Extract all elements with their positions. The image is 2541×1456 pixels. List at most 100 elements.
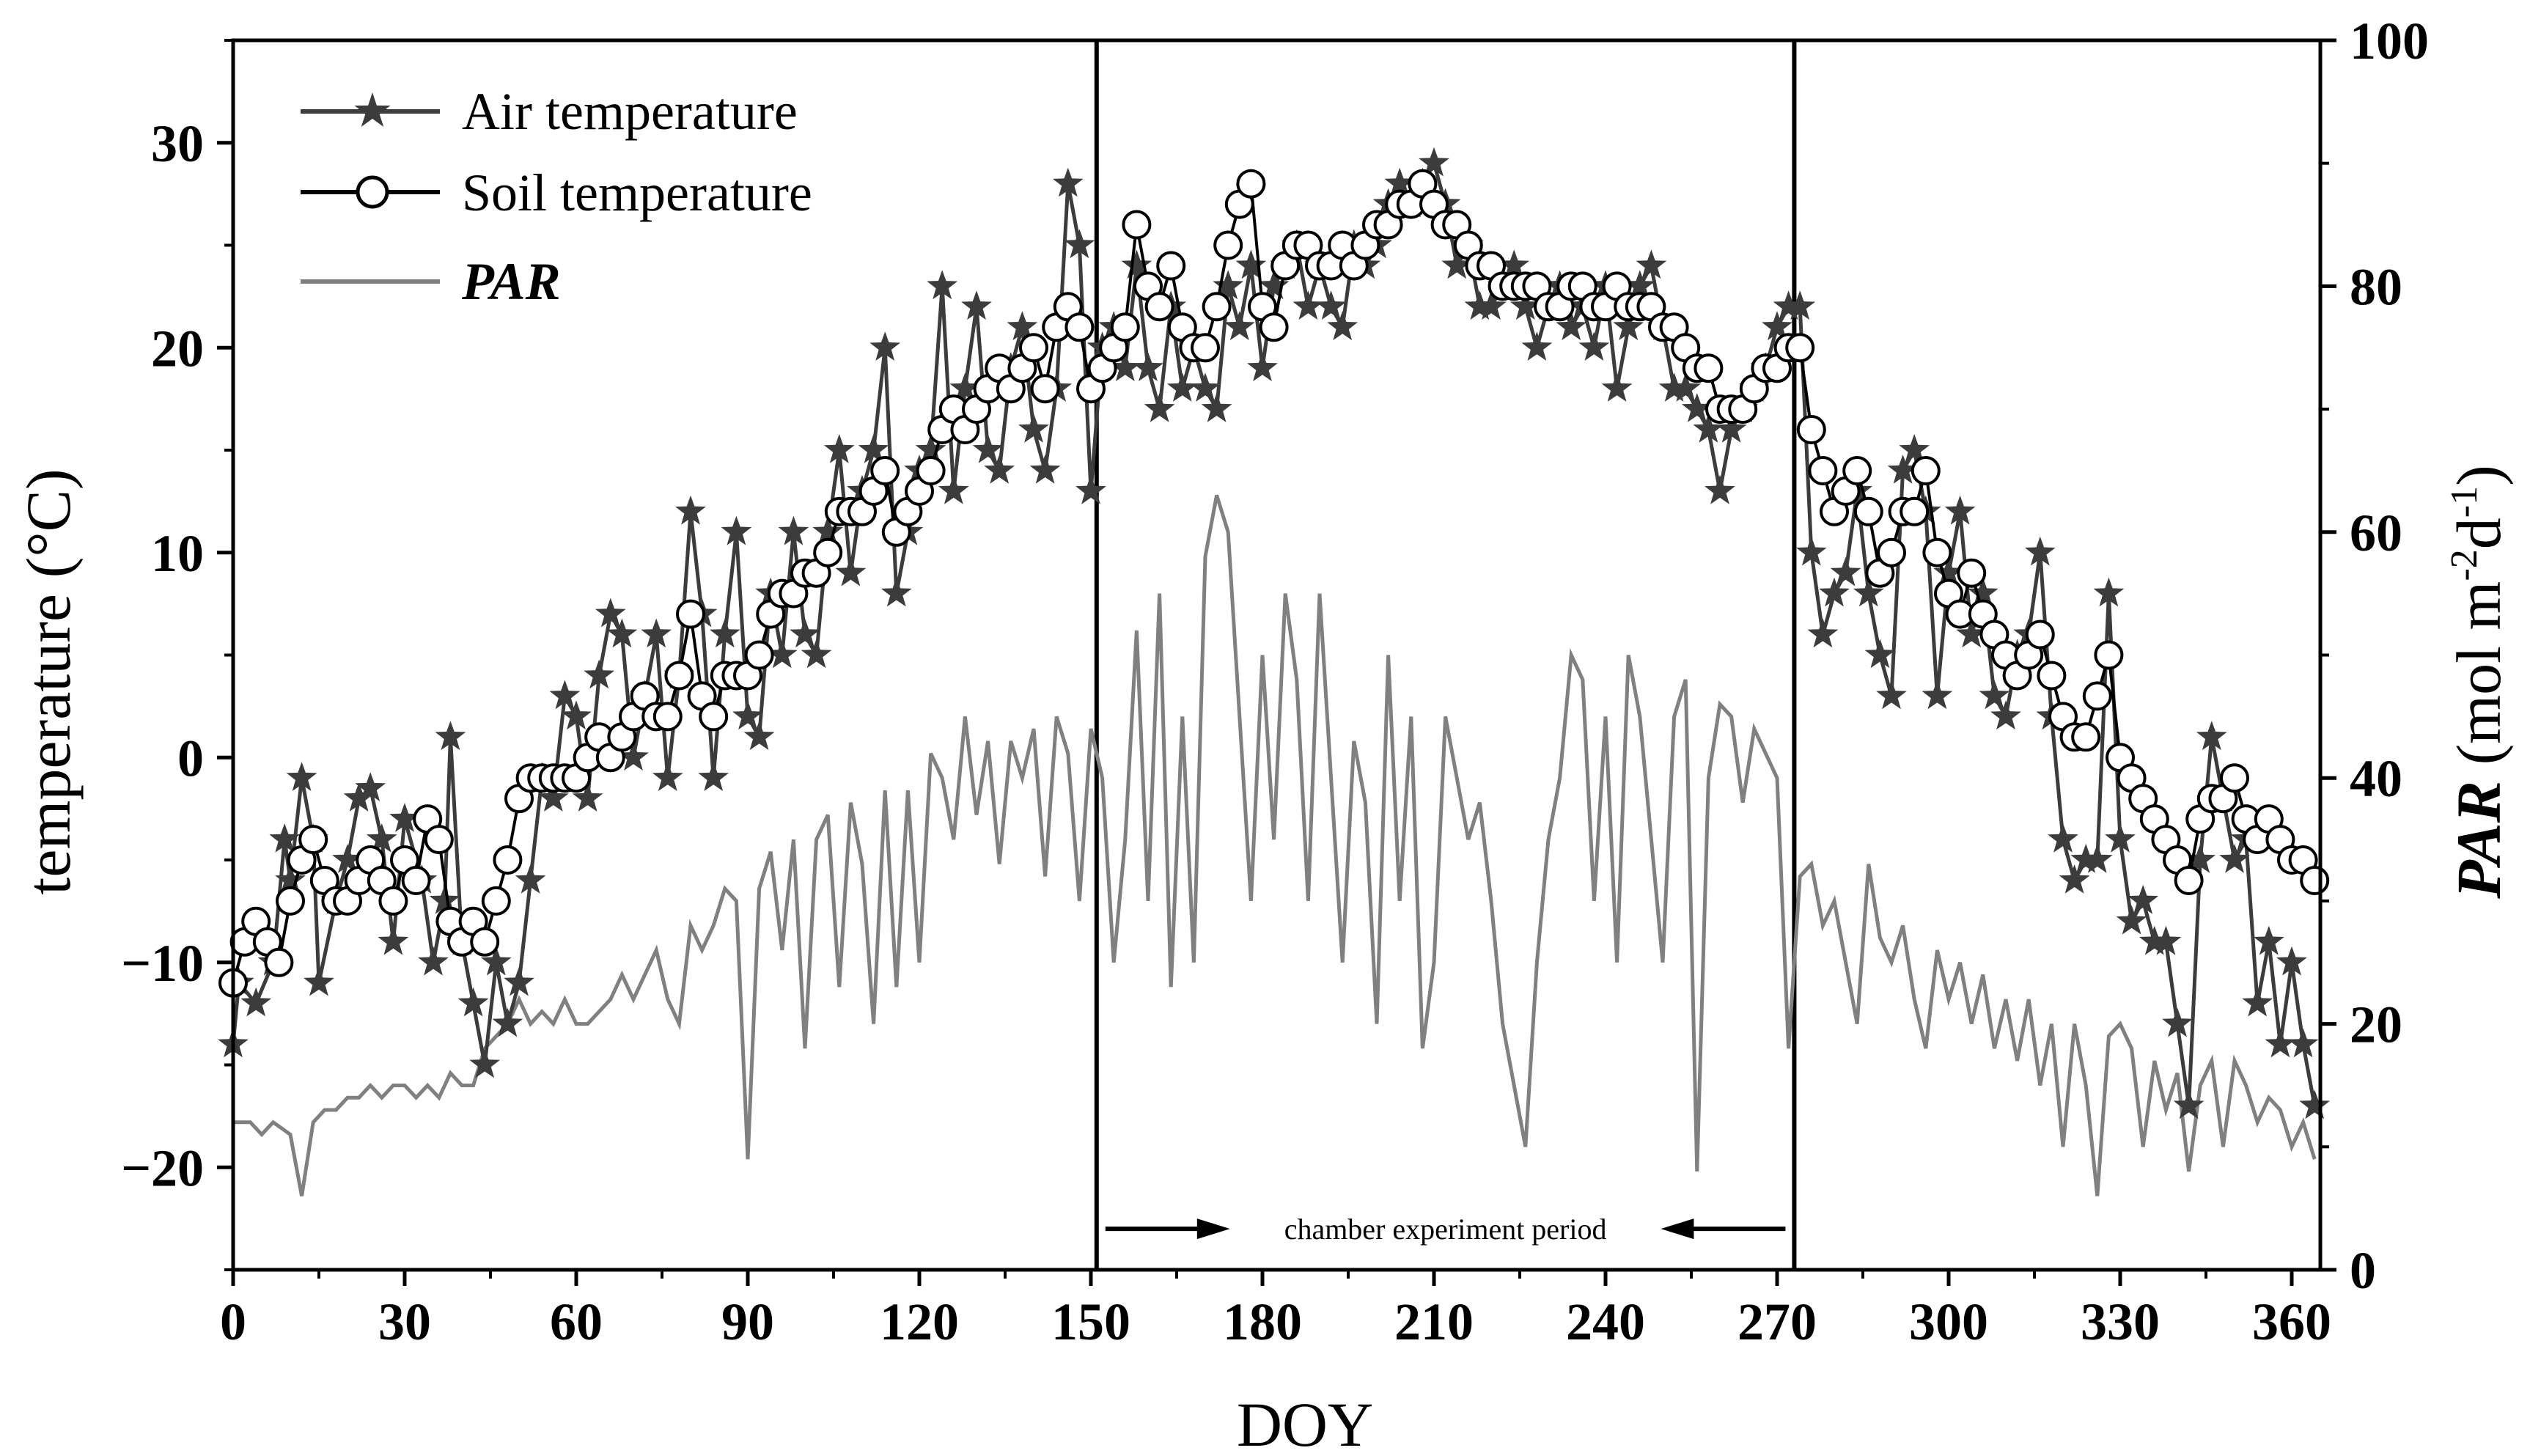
air-point-137 (1784, 290, 1816, 320)
y2-tick-label-2: 40 (2350, 749, 2402, 808)
soil-point-23 (481, 886, 511, 916)
soil-point-89 (1236, 169, 1266, 199)
y2-axis-sup1: -2 (2443, 549, 2485, 581)
air-point-136 (1773, 290, 1804, 320)
air-point-29 (549, 680, 581, 710)
soil-point-78 (1110, 312, 1140, 342)
air-point-8 (304, 966, 334, 996)
air-point-135 (1762, 311, 1792, 341)
air-point-171 (2173, 1089, 2204, 1119)
x-tick-label-3: 90 (721, 1293, 774, 1351)
air-point-130 (1705, 474, 1735, 504)
air-point-52 (812, 515, 844, 545)
air-point-45 (732, 700, 763, 730)
air-point-90 (1247, 352, 1278, 381)
air-point-172 (2185, 844, 2216, 873)
axes: 0 30 60 90 120 150 180 210 240 270 300 330 360−20−10… (121, 12, 2429, 1351)
air-point-57 (869, 331, 901, 361)
air-point-166 (2116, 905, 2147, 935)
air-point-40 (675, 495, 706, 525)
air-point-168 (2139, 925, 2170, 955)
soil-point-70 (1019, 333, 1048, 363)
x-tick-label-1: 30 (378, 1293, 431, 1351)
y2-tick-label-5: 100 (2350, 12, 2429, 70)
air-point-63 (938, 474, 969, 504)
soil-point-57 (870, 456, 900, 485)
air-point-160 (2048, 823, 2078, 853)
air-point-73 (1052, 167, 1084, 197)
x-tick-label-5: 150 (1051, 1293, 1130, 1351)
soil-point-145 (1877, 537, 1906, 567)
air-point-88 (1224, 311, 1255, 341)
soil-point-138 (1796, 415, 1826, 444)
legend: Air temperature Soil temperature PAR (301, 82, 812, 311)
air-point-43 (709, 618, 740, 648)
air-point-35 (618, 741, 649, 771)
air-point-139 (1807, 618, 1839, 648)
y-tick-label-2: 0 (177, 729, 204, 787)
air-point-175 (2219, 844, 2250, 873)
soil-point-40 (676, 599, 705, 629)
soil-point-139 (1808, 456, 1838, 485)
soil-point-14 (378, 886, 408, 916)
y2-tick-label-1: 20 (2350, 996, 2402, 1054)
soil-point-86 (1202, 292, 1232, 322)
soil-point-42 (699, 702, 729, 732)
legend-entry-air: Air temperature (301, 82, 798, 141)
air-point-70 (1018, 413, 1049, 443)
air-point-155 (1990, 700, 2021, 730)
air-point-53 (823, 434, 855, 463)
air-point-61 (915, 434, 946, 463)
air-point-87 (1213, 270, 1244, 300)
air-point-38 (652, 762, 683, 791)
air-point-179 (2265, 1028, 2296, 1058)
air-point-121 (1601, 372, 1633, 402)
x-tick-label-8: 240 (1566, 1293, 1645, 1351)
series-layer (218, 147, 2331, 1196)
air-point-65 (961, 290, 992, 320)
air-point-80 (1133, 352, 1163, 381)
air-point-138 (1795, 536, 1827, 566)
air-point-85 (1190, 372, 1221, 402)
air-point-25 (504, 966, 534, 996)
soil-point-39 (664, 661, 694, 691)
air-point-117 (1556, 311, 1587, 341)
soil-point-182 (2300, 866, 2330, 895)
air-point-15 (389, 803, 420, 832)
air-point-97 (1327, 311, 1358, 341)
y-tick-label-0: −20 (121, 1139, 204, 1197)
air-point-114 (1521, 331, 1553, 361)
air-point-54 (835, 556, 867, 587)
air-point-79 (1121, 249, 1152, 279)
soil-point-38 (652, 702, 683, 732)
air-point-163 (2081, 844, 2113, 873)
x-tick-label-4: 120 (880, 1293, 959, 1351)
air-point-107 (1441, 249, 1473, 279)
x-tick-label-0: 0 (220, 1293, 246, 1351)
air-point-44 (721, 515, 752, 545)
soil-point-148 (1911, 456, 1941, 485)
y2-tick-label-4: 80 (2350, 257, 2402, 316)
y2-axis-title-var: PAR (2443, 781, 2514, 900)
y2-axis-title-unit: (mol m (2443, 581, 2514, 781)
air-point-173 (2196, 721, 2227, 751)
air-point-129 (1693, 413, 1724, 443)
air-point-177 (2242, 987, 2273, 1017)
soil-point-164 (2094, 640, 2124, 670)
air-point-69 (1007, 311, 1038, 341)
soil-point-91 (1259, 312, 1289, 342)
soil-point-52 (813, 537, 843, 567)
legend-entry-par: PAR (301, 252, 561, 311)
air-point-56 (858, 434, 889, 463)
air-point-141 (1830, 556, 1861, 587)
air-point-4 (269, 823, 301, 853)
x-tick-label-9: 270 (1737, 1293, 1817, 1351)
air-point-110 (1476, 290, 1507, 320)
air-point-170 (2162, 1007, 2193, 1037)
air-point-94 (1292, 290, 1324, 320)
annotation-text: chamber experiment period (1284, 1213, 1607, 1246)
air-point-119 (1578, 331, 1610, 361)
air-point-58 (880, 577, 912, 607)
soil-point-163 (2082, 681, 2112, 711)
air-point-153 (1967, 577, 1998, 607)
